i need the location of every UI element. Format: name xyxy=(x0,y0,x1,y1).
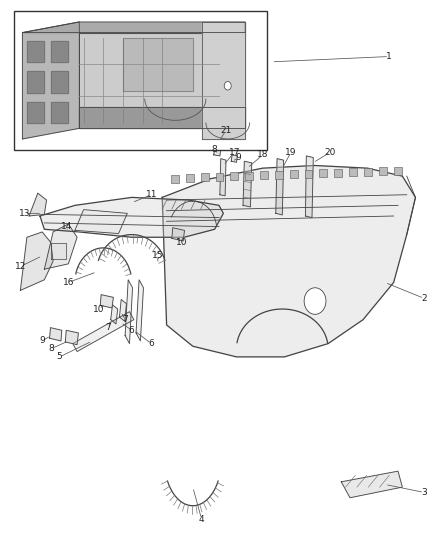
Polygon shape xyxy=(29,193,46,216)
Bar xyxy=(171,174,179,182)
Bar xyxy=(215,173,223,181)
Text: 9: 9 xyxy=(39,336,45,345)
Text: 1: 1 xyxy=(386,52,392,61)
Polygon shape xyxy=(51,71,68,93)
Text: 10: 10 xyxy=(93,304,105,313)
Polygon shape xyxy=(136,280,144,341)
Polygon shape xyxy=(51,41,68,62)
Polygon shape xyxy=(276,159,284,215)
Text: 12: 12 xyxy=(14,262,26,271)
Bar xyxy=(245,172,253,180)
Polygon shape xyxy=(27,102,44,123)
Text: 16: 16 xyxy=(63,278,74,287)
Polygon shape xyxy=(100,295,113,308)
Bar xyxy=(394,166,402,174)
Text: 8: 8 xyxy=(212,145,218,154)
Text: 5: 5 xyxy=(57,352,63,361)
Polygon shape xyxy=(73,312,134,352)
Bar xyxy=(186,174,194,182)
Polygon shape xyxy=(40,197,223,237)
Polygon shape xyxy=(243,161,252,207)
Text: 2: 2 xyxy=(421,294,427,303)
Bar xyxy=(275,171,283,179)
Polygon shape xyxy=(125,280,133,344)
Bar xyxy=(230,172,238,180)
Bar xyxy=(379,167,387,175)
Polygon shape xyxy=(49,328,62,341)
Bar xyxy=(349,168,357,176)
Bar xyxy=(290,170,297,178)
Text: 13: 13 xyxy=(19,209,31,218)
Polygon shape xyxy=(220,159,226,196)
Text: 6: 6 xyxy=(148,339,154,348)
Bar xyxy=(364,167,372,175)
Text: 3: 3 xyxy=(421,488,427,497)
Polygon shape xyxy=(120,300,127,321)
Text: 20: 20 xyxy=(325,148,336,157)
Text: 17: 17 xyxy=(229,148,240,157)
Polygon shape xyxy=(27,71,44,93)
Text: 7: 7 xyxy=(105,323,110,332)
Polygon shape xyxy=(22,22,79,139)
Bar xyxy=(304,169,312,177)
Bar xyxy=(334,168,342,176)
Bar xyxy=(319,169,327,177)
Text: 9: 9 xyxy=(236,153,241,162)
Text: 18: 18 xyxy=(257,150,268,159)
Circle shape xyxy=(224,82,231,90)
Text: 8: 8 xyxy=(48,344,54,353)
Circle shape xyxy=(304,288,326,314)
Text: 6: 6 xyxy=(129,326,134,335)
Bar xyxy=(14,11,267,150)
Polygon shape xyxy=(231,155,237,163)
Polygon shape xyxy=(51,102,68,123)
Polygon shape xyxy=(111,305,118,324)
Polygon shape xyxy=(75,209,127,233)
Polygon shape xyxy=(44,224,77,269)
Text: 15: 15 xyxy=(152,252,164,260)
Polygon shape xyxy=(162,165,416,357)
Polygon shape xyxy=(65,330,78,345)
Polygon shape xyxy=(216,138,225,148)
Polygon shape xyxy=(341,471,403,498)
Bar xyxy=(201,173,208,181)
Polygon shape xyxy=(20,232,53,290)
Polygon shape xyxy=(51,243,66,259)
Polygon shape xyxy=(214,149,221,156)
Polygon shape xyxy=(201,22,245,139)
Polygon shape xyxy=(22,22,245,33)
Text: 11: 11 xyxy=(145,190,157,199)
Polygon shape xyxy=(123,38,193,91)
Polygon shape xyxy=(27,41,44,62)
Bar xyxy=(260,171,268,179)
Polygon shape xyxy=(79,107,245,128)
Text: 19: 19 xyxy=(285,148,297,157)
Text: 10: 10 xyxy=(176,238,187,247)
Polygon shape xyxy=(172,228,184,241)
Text: 7: 7 xyxy=(122,315,128,324)
Text: 14: 14 xyxy=(60,222,72,231)
Polygon shape xyxy=(79,33,245,128)
Text: 21: 21 xyxy=(220,126,231,135)
Text: 4: 4 xyxy=(199,514,205,523)
Polygon shape xyxy=(305,156,313,217)
